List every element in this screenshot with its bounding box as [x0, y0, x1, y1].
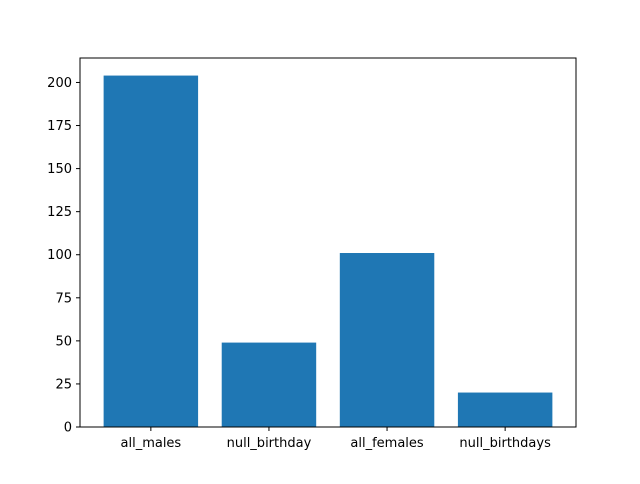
y-tick-label: 150	[47, 162, 72, 177]
x-tick-label: all_females	[350, 436, 424, 451]
bars-layer	[103, 75, 553, 428]
y-axis-ticks: 0 25 50 75 100 125 150 175 200	[47, 76, 80, 436]
y-tick-label: 175	[47, 119, 72, 134]
x-tick-label: all_males	[121, 436, 182, 451]
y-tick-label: 100	[47, 248, 72, 263]
axes-frame	[79, 57, 577, 428]
y-tick-label: 25	[55, 377, 72, 392]
y-tick-label: 75	[55, 291, 72, 306]
bar-all-females	[339, 253, 435, 427]
y-tick-label: 0	[64, 421, 72, 436]
x-tick-label: null_birthday	[227, 436, 312, 451]
bar-all-males	[103, 75, 199, 428]
y-tick-label: 50	[55, 334, 72, 349]
x-axis-ticks: all_males null_birthday all_females null_bi…	[121, 427, 551, 451]
y-tick-label: 200	[47, 76, 72, 91]
bar-null-birthdays	[457, 392, 553, 427]
x-tick-label: null_birthdays	[459, 436, 551, 451]
y-tick-label: 125	[47, 205, 72, 220]
bar-null-birthday	[221, 342, 317, 427]
